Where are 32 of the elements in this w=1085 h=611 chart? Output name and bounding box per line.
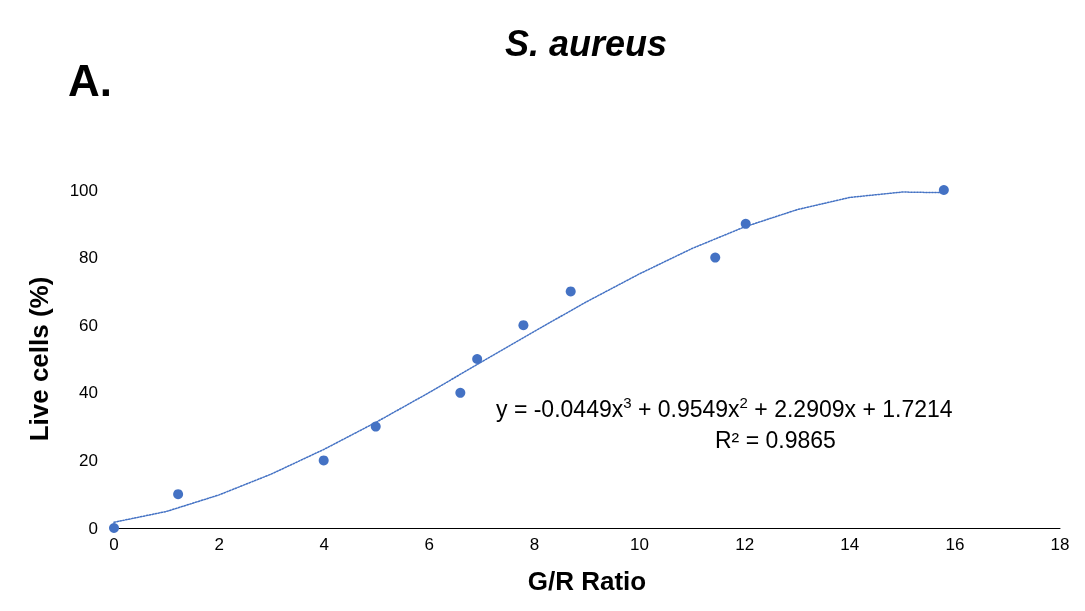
point <box>318 455 329 466</box>
y-tick-label: 0 <box>88 518 98 538</box>
x-tick-label: 2 <box>214 535 224 554</box>
point <box>455 387 466 398</box>
x-tick-label: 8 <box>529 535 540 554</box>
annotation: R² = 0.9865 <box>715 426 836 453</box>
y-tick-label: 40 <box>79 383 98 403</box>
x-tick-label: 12 <box>735 535 755 554</box>
text: A. <box>68 55 112 105</box>
y-tick-label: 100 <box>69 180 98 200</box>
y-tick-label: 80 <box>79 248 98 268</box>
point <box>109 523 119 533</box>
x-tick-label: 18 <box>1050 535 1070 554</box>
y-tick-label: 60 <box>79 315 98 335</box>
point <box>740 218 751 229</box>
point <box>565 286 576 297</box>
x-axis-title: G/R Ratio <box>527 566 647 596</box>
x-tick-label: 4 <box>319 535 329 554</box>
y-tick-label: 20 <box>79 450 98 470</box>
point <box>173 489 184 500</box>
point <box>710 252 721 263</box>
point <box>370 421 381 432</box>
x-tick-label: 10 <box>630 535 650 554</box>
x-tick-label: 14 <box>840 535 860 554</box>
point <box>938 185 949 195</box>
x-tick-label: 16 <box>945 535 965 554</box>
y-axis-title: Live cells (%) <box>24 276 54 442</box>
x-tick-label: 0 <box>109 535 119 554</box>
point <box>472 354 483 364</box>
x-tick-label: 6 <box>424 535 435 554</box>
chart-title: S. aureus <box>504 22 668 64</box>
point <box>518 320 529 331</box>
